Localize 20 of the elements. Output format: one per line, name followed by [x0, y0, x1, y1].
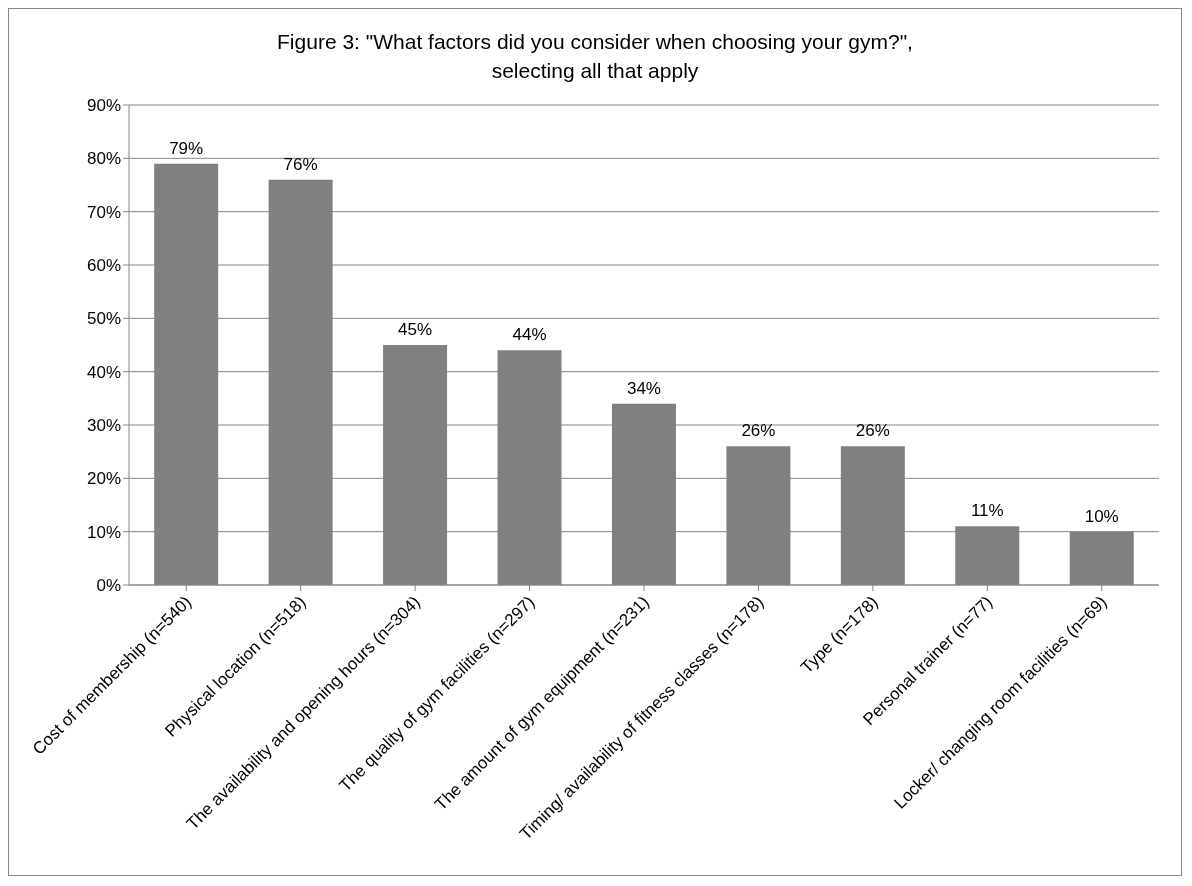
- data-label: 26%: [741, 421, 776, 441]
- y-tick-label: 60%: [86, 256, 121, 276]
- data-label: 45%: [398, 320, 433, 339]
- y-tick-label: 10%: [86, 522, 121, 542]
- data-label: 76%: [283, 154, 318, 174]
- y-tick-label: 80%: [86, 149, 121, 169]
- y-tick-label: 90%: [86, 96, 121, 116]
- data-label: 44%: [512, 325, 547, 345]
- y-tick-label: 20%: [86, 469, 121, 489]
- data-label: 10%: [1084, 506, 1119, 526]
- y-tick-label: 30%: [86, 416, 121, 436]
- data-label: 79%: [169, 138, 204, 158]
- data-label: 26%: [855, 421, 890, 441]
- chart-title: Figure 3: "What factors did you consider when choosing your gym?", selecting all that apply: [276, 29, 914, 84]
- y-tick-label: 70%: [86, 202, 121, 222]
- y-tick-label: 0%: [96, 576, 121, 596]
- data-label: 11%: [970, 501, 1004, 521]
- y-tick-label: 40%: [86, 362, 121, 382]
- data-label: 34%: [626, 378, 661, 398]
- y-tick-label: 50%: [86, 309, 121, 329]
